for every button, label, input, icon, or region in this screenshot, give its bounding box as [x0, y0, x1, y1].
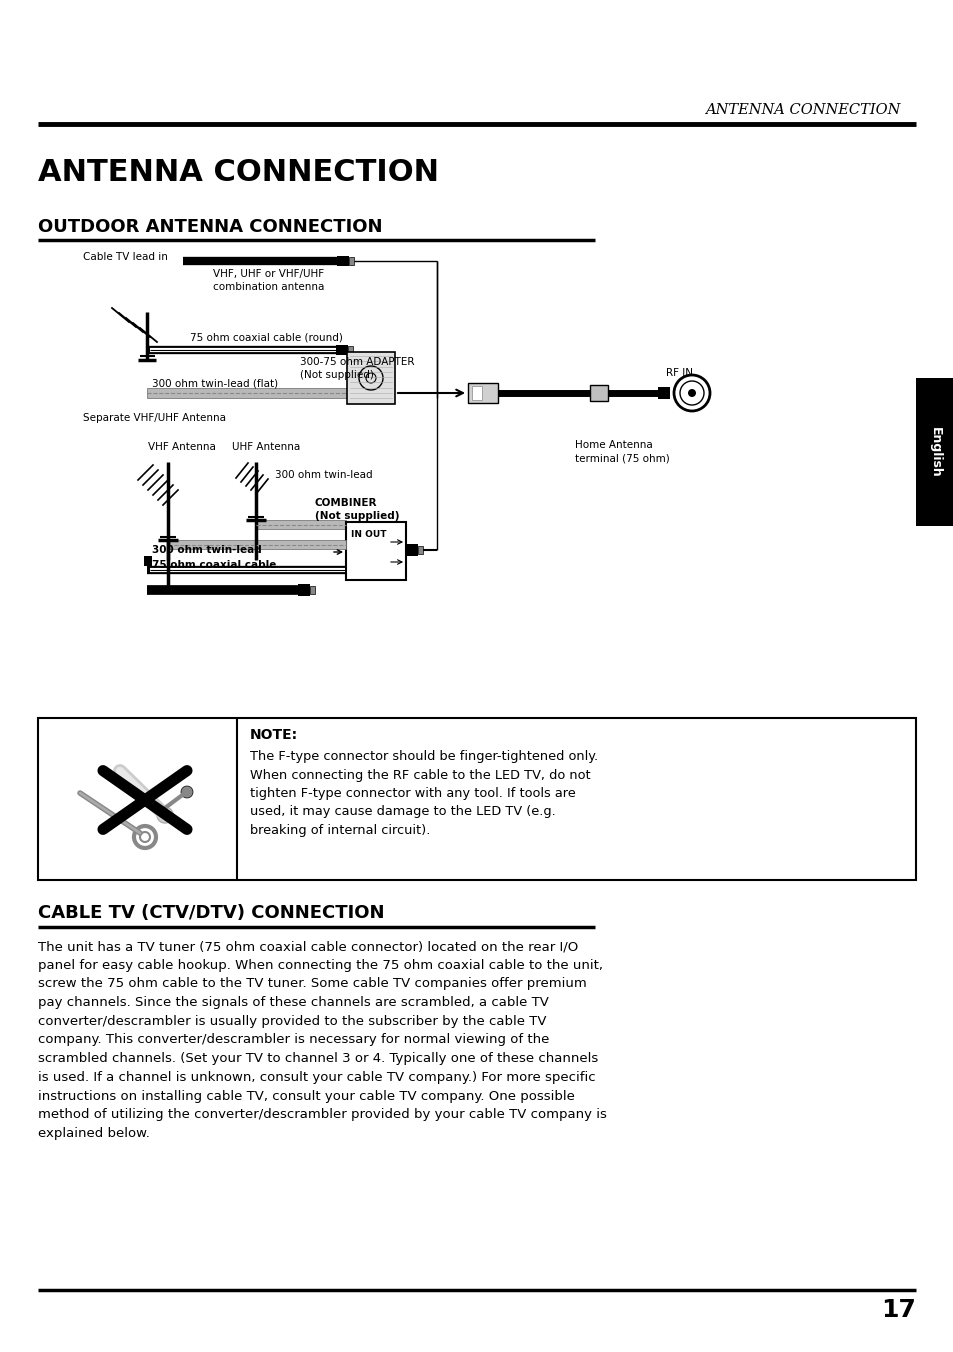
Text: COMBINER
(Not supplied): COMBINER (Not supplied)	[314, 498, 399, 522]
Bar	[336, 256, 349, 266]
Text: Separate VHF/UHF Antenna: Separate VHF/UHF Antenna	[83, 412, 226, 423]
Text: The unit has a TV tuner (75 ohm coaxial cable connector) located on the rear I/O: The unit has a TV tuner (75 ohm coaxial …	[38, 940, 606, 1140]
Text: 75 ohm coaxial cable: 75 ohm coaxial cable	[152, 560, 276, 571]
Text: UHF Antenna: UHF Antenna	[232, 442, 300, 452]
Bar	[589, 385, 607, 402]
Text: The F-type connector should be finger-tightened only.
When connecting the RF cab: The F-type connector should be finger-ti…	[250, 750, 598, 837]
Text: ANTENNA CONNECTION: ANTENNA CONNECTION	[38, 158, 438, 187]
Text: CABLE TV (CTV/DTV) CONNECTION: CABLE TV (CTV/DTV) CONNECTION	[38, 904, 384, 922]
Text: NOTE:: NOTE:	[250, 727, 297, 742]
Text: 300 ohm twin-lead: 300 ohm twin-lead	[152, 545, 261, 556]
Text: 300-75 ohm ADAPTER
(Not supplied): 300-75 ohm ADAPTER (Not supplied)	[299, 357, 414, 380]
Circle shape	[157, 807, 172, 823]
Circle shape	[181, 786, 193, 798]
Text: 17: 17	[881, 1298, 915, 1322]
Bar	[144, 556, 152, 566]
Text: 300 ohm twin-lead: 300 ohm twin-lead	[274, 470, 373, 480]
Bar	[406, 544, 417, 556]
Bar	[915, 379, 953, 526]
Bar	[335, 345, 348, 356]
Circle shape	[687, 389, 696, 397]
Text: VHF Antenna: VHF Antenna	[148, 442, 215, 452]
Text: ANTENNA CONNECTION: ANTENNA CONNECTION	[704, 103, 900, 118]
Text: IN OUT: IN OUT	[351, 530, 386, 539]
Bar	[472, 387, 481, 400]
Text: English: English	[927, 427, 941, 477]
Bar	[310, 585, 314, 594]
Text: VHF, UHF or VHF/UHF
combination antenna: VHF, UHF or VHF/UHF combination antenna	[213, 269, 324, 292]
Text: OUTDOOR ANTENNA CONNECTION: OUTDOOR ANTENNA CONNECTION	[38, 218, 382, 237]
Bar	[468, 383, 497, 403]
Text: 300 ohm twin-lead (flat): 300 ohm twin-lead (flat)	[152, 379, 278, 388]
Text: 75 ohm coaxial cable (round): 75 ohm coaxial cable (round)	[190, 333, 342, 342]
Bar	[417, 546, 422, 554]
Bar	[347, 352, 395, 404]
Bar	[346, 522, 406, 580]
Bar	[147, 388, 347, 397]
Bar	[297, 584, 310, 596]
Bar	[255, 521, 346, 529]
Text: RF IN: RF IN	[666, 368, 693, 379]
Bar	[348, 346, 353, 354]
Bar	[168, 539, 346, 549]
Bar	[349, 257, 354, 265]
Text: Home Antenna
terminal (75 ohm): Home Antenna terminal (75 ohm)	[575, 439, 669, 464]
Bar	[658, 387, 669, 399]
Bar	[38, 718, 915, 880]
Text: Cable TV lead in: Cable TV lead in	[83, 251, 168, 262]
